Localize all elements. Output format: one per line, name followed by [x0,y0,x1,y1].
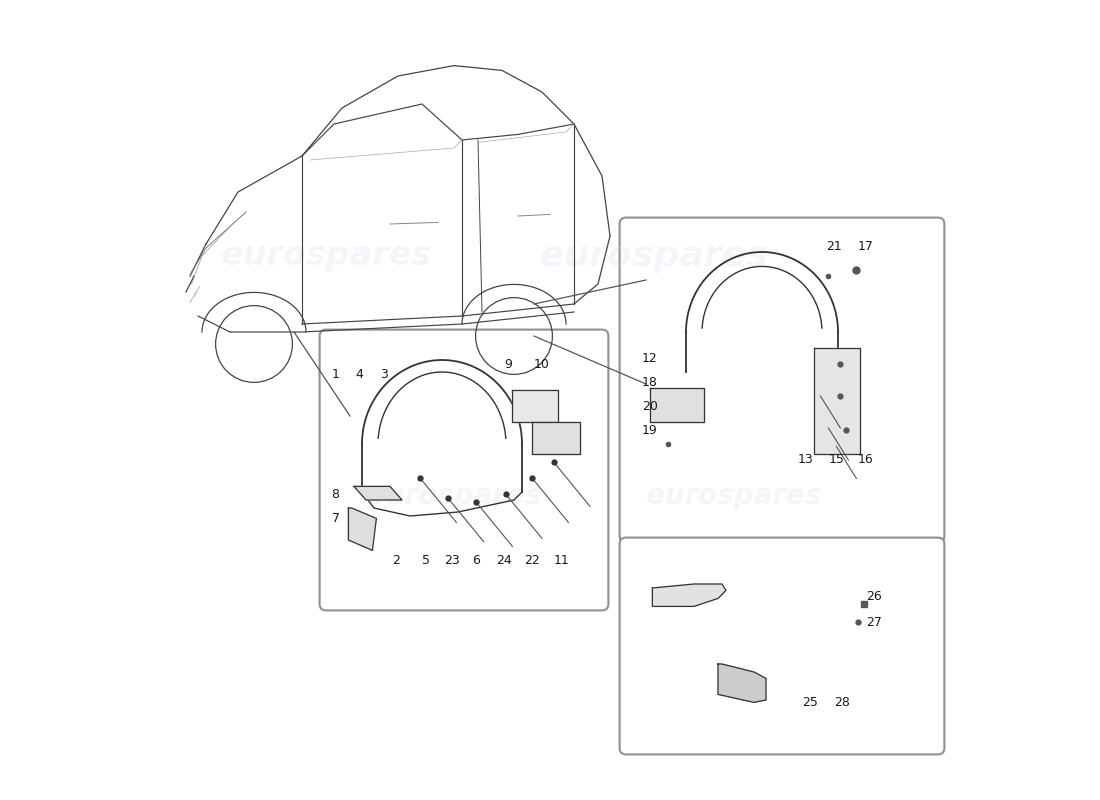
Text: 24: 24 [496,554,512,566]
Text: 25: 25 [802,696,818,709]
Text: 9: 9 [505,358,513,370]
Text: 23: 23 [444,554,460,566]
Polygon shape [354,486,402,500]
Text: 26: 26 [866,590,882,602]
Polygon shape [718,664,766,702]
Text: 18: 18 [642,376,658,389]
FancyBboxPatch shape [619,218,945,542]
Polygon shape [814,348,860,454]
Text: eurospares: eurospares [540,239,768,273]
Text: eurospares: eurospares [366,482,541,510]
Text: 4: 4 [355,368,363,381]
Text: 20: 20 [642,400,658,413]
Text: 28: 28 [834,696,850,709]
Text: 21: 21 [826,240,842,253]
Text: 12: 12 [642,352,658,365]
Polygon shape [512,390,558,422]
Polygon shape [532,422,581,454]
FancyBboxPatch shape [320,330,608,610]
Text: 11: 11 [554,554,570,566]
Text: 16: 16 [858,454,873,466]
Text: 7: 7 [331,512,340,525]
Polygon shape [349,508,376,550]
Text: 19: 19 [642,424,658,437]
Text: 1: 1 [332,368,340,381]
Text: eurospares: eurospares [647,482,822,510]
Text: 13: 13 [799,454,814,466]
Polygon shape [650,388,704,422]
Text: 27: 27 [866,616,882,629]
Text: 22: 22 [525,554,540,566]
Text: 6: 6 [473,554,481,566]
Text: 17: 17 [858,240,873,253]
Text: 8: 8 [331,488,340,501]
Text: 5: 5 [422,554,430,566]
Text: eurospares: eurospares [220,239,431,273]
FancyBboxPatch shape [619,538,945,754]
Polygon shape [652,584,726,606]
Text: 15: 15 [828,454,845,466]
Text: 3: 3 [379,368,387,381]
Text: 10: 10 [535,358,550,370]
Text: 2: 2 [393,554,400,566]
